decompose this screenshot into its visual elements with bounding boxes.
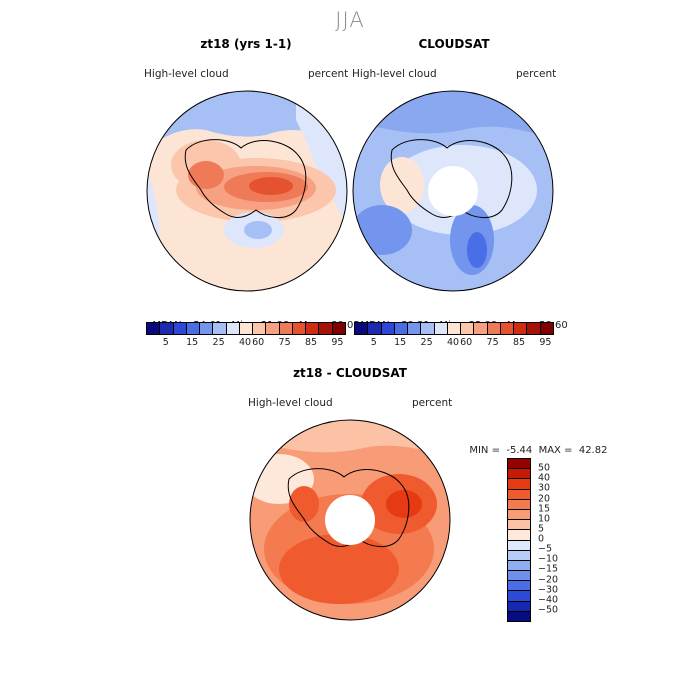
colorbar-tick-label: 15 bbox=[538, 503, 551, 515]
colorbar-tick-label: 5 bbox=[370, 337, 377, 348]
colorbar-tick-label: 75 bbox=[486, 337, 499, 348]
colorbar-tick-label: 0 bbox=[538, 533, 545, 545]
panel-2-polar-map bbox=[352, 90, 554, 292]
colorbar-tick-label: 5 bbox=[538, 523, 545, 535]
colorbar-swatch bbox=[508, 469, 530, 480]
colorbar-swatch bbox=[266, 323, 280, 334]
colorbar-tick-label: 15 bbox=[186, 337, 199, 348]
colorbar-swatch bbox=[160, 323, 174, 334]
difference-colorbar-ticks: 50 40 30 20 15 10 5 0 −5 −10 −15 −20 −30 −40 −50 bbox=[538, 458, 578, 620]
colorbar-swatch bbox=[508, 591, 530, 602]
colorbar-tick-label: 25 bbox=[212, 337, 225, 348]
colorbar-swatch bbox=[147, 323, 161, 334]
panel-1-units-label: percent bbox=[308, 68, 349, 80]
colorbar-swatch bbox=[474, 323, 488, 334]
colorbar-tick-label: −20 bbox=[538, 574, 559, 585]
colorbar-tick-label: 30 bbox=[538, 482, 551, 494]
panel-2-title: CLOUDSAT bbox=[418, 37, 490, 51]
colorbar-swatch bbox=[292, 323, 307, 334]
season-title: JJA bbox=[335, 8, 365, 32]
colorbar-swatch bbox=[508, 560, 530, 572]
colorbar-swatch bbox=[239, 323, 254, 334]
colorbar-tick-label: 40 bbox=[238, 337, 252, 348]
colorbar-swatch bbox=[253, 323, 267, 334]
colorbar-tick-label: 50 bbox=[538, 462, 551, 474]
colorbar-swatch bbox=[355, 323, 369, 334]
panel-1-colorbar bbox=[146, 322, 346, 335]
colorbar-swatch bbox=[540, 323, 553, 334]
colorbar-swatch bbox=[508, 571, 530, 582]
colorbar-tick-label: 85 bbox=[512, 337, 526, 348]
colorbar-tick-label: 5 bbox=[162, 337, 169, 348]
colorbar-swatch bbox=[508, 550, 530, 561]
panel-2-colorbar-ticks: 5 15 25 40 60 75 85 95 bbox=[354, 337, 552, 349]
colorbar-tick-label: −30 bbox=[538, 584, 559, 596]
colorbar-swatch bbox=[381, 323, 395, 334]
colorbar-swatch bbox=[508, 581, 530, 592]
panel-1-colorbar-ticks: 5 15 25 40 60 75 85 95 bbox=[146, 337, 344, 349]
colorbar-swatch bbox=[213, 323, 227, 334]
colorbar-tick-label: −15 bbox=[538, 563, 559, 575]
colorbar-tick-label: 85 bbox=[304, 337, 318, 348]
colorbar-tick-label: 25 bbox=[420, 337, 433, 348]
colorbar-swatch bbox=[514, 323, 528, 334]
panel-2-field-label: High-level cloud bbox=[352, 68, 437, 80]
difference-minmax: MIN = -5.44 MAX = 42.82 bbox=[469, 445, 608, 456]
colorbar-tick-label: 95 bbox=[539, 337, 552, 348]
colorbar-swatch bbox=[487, 323, 501, 334]
colorbar-swatch bbox=[319, 323, 333, 334]
colorbar-tick-label: −40 bbox=[538, 594, 559, 606]
colorbar-swatch bbox=[200, 323, 214, 334]
colorbar-swatch bbox=[408, 323, 422, 334]
colorbar-tick-label: 15 bbox=[394, 337, 407, 348]
colorbar-swatch bbox=[226, 323, 240, 334]
colorbar-swatch bbox=[461, 323, 475, 334]
panel-1-polar-map bbox=[146, 90, 348, 292]
colorbar-tick-label: 60 bbox=[252, 337, 265, 348]
difference-panel-field-label: High-level cloud bbox=[248, 397, 333, 409]
panel-2-units-label: percent bbox=[516, 68, 557, 80]
colorbar-tick-label: 95 bbox=[331, 337, 344, 348]
colorbar-swatch bbox=[434, 323, 448, 334]
colorbar-swatch bbox=[368, 323, 382, 334]
colorbar-swatch bbox=[279, 323, 293, 334]
panel-1-field-label: High-level cloud bbox=[144, 68, 229, 80]
colorbar-swatch bbox=[186, 323, 201, 334]
colorbar-swatch bbox=[508, 489, 530, 500]
colorbar-swatch bbox=[508, 520, 530, 531]
colorbar-swatch bbox=[508, 601, 530, 612]
colorbar-swatch bbox=[394, 323, 409, 334]
panel-1-title: zt18 (yrs 1-1) bbox=[200, 37, 292, 51]
colorbar-swatch bbox=[421, 323, 435, 334]
difference-colorbar bbox=[507, 458, 531, 622]
colorbar-swatch bbox=[508, 459, 530, 470]
colorbar-swatch bbox=[306, 323, 320, 334]
difference-panel-title: zt18 - CLOUDSAT bbox=[293, 366, 407, 380]
colorbar-swatch bbox=[508, 540, 530, 551]
colorbar-swatch bbox=[508, 509, 530, 521]
colorbar-tick-label: −5 bbox=[538, 543, 553, 555]
difference-panel-units-label: percent bbox=[412, 397, 453, 409]
colorbar-swatch bbox=[527, 323, 541, 334]
colorbar-tick-label: 60 bbox=[460, 337, 473, 348]
colorbar-tick-label: 20 bbox=[538, 493, 551, 504]
colorbar-tick-label: 40 bbox=[538, 472, 551, 484]
colorbar-tick-label: −50 bbox=[538, 604, 559, 616]
colorbar-swatch bbox=[500, 323, 515, 334]
colorbar-swatch bbox=[173, 323, 187, 334]
colorbar-swatch bbox=[508, 530, 530, 541]
colorbar-tick-label: 75 bbox=[278, 337, 291, 348]
colorbar-swatch bbox=[332, 323, 345, 334]
difference-polar-map bbox=[249, 419, 451, 621]
colorbar-swatch bbox=[508, 479, 530, 490]
panel-2-colorbar bbox=[354, 322, 554, 335]
colorbar-swatch bbox=[508, 611, 530, 621]
colorbar-tick-label: −10 bbox=[538, 553, 559, 565]
colorbar-swatch bbox=[508, 499, 530, 510]
colorbar-tick-label: 10 bbox=[538, 513, 551, 525]
colorbar-tick-label: 40 bbox=[446, 337, 460, 348]
colorbar-swatch bbox=[447, 323, 462, 334]
